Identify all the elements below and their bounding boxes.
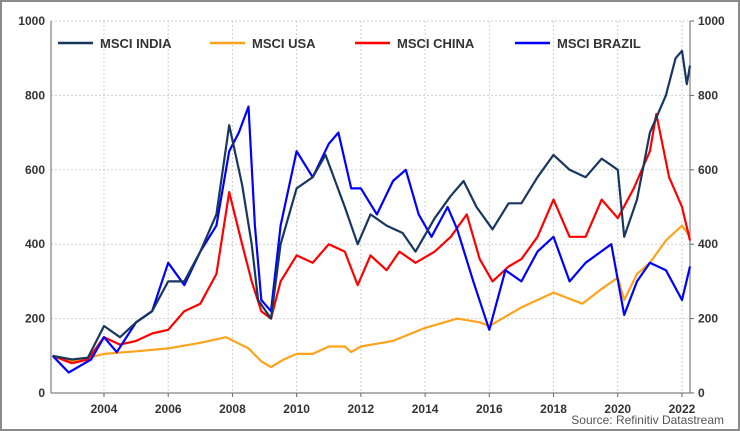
y-tick-label-right: 600 — [698, 163, 718, 177]
x-tick-label: 2020 — [604, 402, 631, 416]
x-tick-label: 2008 — [219, 402, 246, 416]
y-tick-label-left: 800 — [25, 88, 45, 102]
legend-label: MSCI USA — [252, 36, 316, 51]
axes: 0 0 200 200 400 400 600 600 800 800 1000 1000 2004 20… — [18, 14, 725, 416]
series-line-msci-brazil — [51, 105, 692, 374]
x-tick-label: 2018 — [540, 402, 567, 416]
y-tick-label-left: 600 — [25, 163, 45, 177]
y-tick-label-left: 1000 — [18, 14, 45, 28]
y-tick-label-right: 800 — [698, 88, 718, 102]
y-tick-label-left: 200 — [25, 312, 45, 326]
gridlines — [51, 20, 690, 393]
y-tick-label-right: 200 — [698, 312, 718, 326]
series-line-msci-india — [52, 49, 692, 361]
legend: MSCI INDIA MSCI USA MSCI CHINA MSCI BRAZIL — [58, 36, 641, 51]
x-tick-label: 2014 — [412, 402, 439, 416]
series-line-msci-usa — [52, 224, 691, 369]
x-tick-label: 2010 — [283, 402, 310, 416]
x-tick-label: 2012 — [348, 402, 375, 416]
x-tick-label: 2022 — [669, 402, 696, 416]
y-tick-label-right: 1000 — [698, 14, 725, 28]
y-tick-label-left: 0 — [38, 386, 45, 400]
y-tick-label-right: 400 — [698, 237, 718, 251]
y-tick-label-right: 0 — [698, 386, 705, 400]
series-lines — [51, 49, 692, 374]
source-note: Source: Refinitiv Datastream — [571, 413, 724, 427]
legend-label: MSCI BRAZIL — [557, 36, 641, 51]
legend-label: MSCI INDIA — [100, 36, 172, 51]
y-tick-label-left: 400 — [25, 237, 45, 251]
x-tick-label: 2016 — [476, 402, 503, 416]
series-line-msci-china — [52, 112, 692, 365]
legend-label: MSCI CHINA — [397, 36, 475, 51]
x-tick-label: 2006 — [155, 402, 182, 416]
x-tick-label: 2004 — [91, 402, 118, 416]
